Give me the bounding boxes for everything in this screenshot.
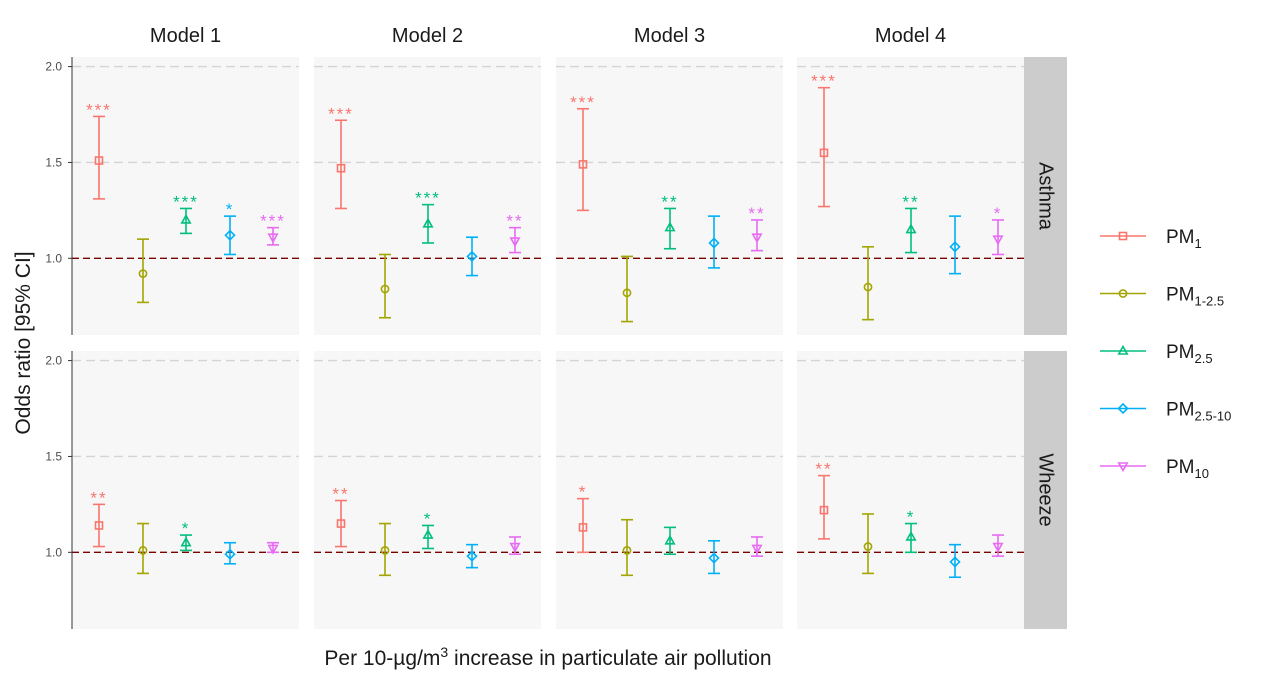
data-point xyxy=(267,544,279,555)
data-point xyxy=(708,237,720,249)
y-axis-title: Odds ratio [95% CI] xyxy=(12,251,35,434)
facet-strip-asthma xyxy=(1024,57,1067,335)
data-point xyxy=(509,542,521,553)
data-point xyxy=(819,505,829,515)
data-point xyxy=(751,233,763,244)
y-tick-label: 1.0 xyxy=(45,251,62,265)
significance-label: *** xyxy=(570,93,596,112)
legend-label: PM2.5 xyxy=(1166,342,1213,366)
facet-label-asthma: Asthma xyxy=(1035,162,1057,231)
data-point xyxy=(380,284,390,294)
column-header: Model 1 xyxy=(150,25,221,47)
data-point xyxy=(992,542,1004,553)
data-point xyxy=(180,536,192,547)
panel-background xyxy=(72,57,299,335)
legend-label: PM1-2.5 xyxy=(1166,285,1224,309)
data-point xyxy=(622,288,632,298)
legend-label: PM10 xyxy=(1166,457,1209,481)
significance-label: * xyxy=(579,483,588,502)
panel-background xyxy=(556,351,783,629)
data-point xyxy=(863,282,873,292)
y-tick-label: 2.0 xyxy=(45,60,62,74)
data-point xyxy=(224,548,236,560)
data-point xyxy=(138,545,148,555)
y-tick-label: 2.0 xyxy=(45,354,62,368)
legend-key-marker xyxy=(1118,231,1128,241)
significance-label: *** xyxy=(86,100,112,119)
data-point xyxy=(863,542,873,551)
y-tick-label: 1.5 xyxy=(45,155,62,169)
data-point xyxy=(267,233,279,244)
data-point xyxy=(949,241,961,253)
significance-label: * xyxy=(182,519,191,538)
y-tick-label: 1.0 xyxy=(45,545,62,559)
y-tick-label: 1.5 xyxy=(45,449,62,463)
legend-key-marker xyxy=(1118,289,1128,298)
significance-label: * xyxy=(226,200,235,219)
legend-key-marker xyxy=(1117,462,1129,473)
data-point xyxy=(949,556,961,568)
data-point xyxy=(578,160,588,169)
significance-label: *** xyxy=(260,212,286,231)
significance-label: *** xyxy=(415,189,441,208)
data-point xyxy=(180,213,192,224)
significance-label: * xyxy=(424,509,433,528)
panel-background xyxy=(314,351,541,629)
significance-label: ** xyxy=(748,204,765,223)
significance-label: * xyxy=(907,508,916,527)
facet-label-wheeze: Wheeze xyxy=(1035,453,1057,526)
panel-background xyxy=(797,351,1024,629)
significance-label: ** xyxy=(902,192,919,211)
data-point xyxy=(336,163,346,173)
data-point xyxy=(466,250,478,263)
x-axis-title: Per 10-µg/m3 increase in particulate air… xyxy=(324,644,771,670)
legend-label: PM1 xyxy=(1166,227,1202,251)
panel-background xyxy=(314,57,541,335)
data-point xyxy=(94,521,104,530)
column-header: Model 4 xyxy=(875,25,946,47)
data-point xyxy=(708,552,720,564)
significance-label: *** xyxy=(173,192,199,211)
data-point xyxy=(94,156,104,165)
data-point xyxy=(224,229,236,241)
data-point xyxy=(905,530,917,541)
significance-label: ** xyxy=(506,212,523,231)
data-point xyxy=(819,148,829,158)
significance-label: * xyxy=(994,204,1003,223)
data-point xyxy=(905,223,917,234)
column-header: Model 3 xyxy=(634,25,705,47)
data-point xyxy=(380,545,390,555)
data-point xyxy=(466,550,478,562)
legend-key-marker xyxy=(1117,344,1129,355)
legend-label: PM2.5-10 xyxy=(1166,400,1231,424)
data-point xyxy=(509,237,521,248)
data-point xyxy=(622,545,632,555)
data-point xyxy=(751,544,763,555)
data-point xyxy=(664,534,676,545)
significance-label: ** xyxy=(661,192,678,211)
data-point xyxy=(422,528,434,539)
data-point xyxy=(578,523,588,532)
data-point xyxy=(664,221,676,232)
significance-label: ** xyxy=(815,460,832,479)
significance-label: ** xyxy=(90,488,107,507)
significance-label: *** xyxy=(328,104,354,123)
column-header: Model 2 xyxy=(392,25,463,47)
legend-key-marker xyxy=(1117,402,1129,415)
significance-label: *** xyxy=(811,72,837,91)
significance-label: ** xyxy=(332,485,349,504)
data-point xyxy=(422,217,434,228)
panel-background xyxy=(797,57,1024,335)
data-point xyxy=(138,269,148,279)
data-point xyxy=(992,235,1004,246)
data-point xyxy=(336,519,346,528)
panel-background xyxy=(556,57,783,335)
panel-background xyxy=(72,351,299,629)
facet-strip-wheeze xyxy=(1024,351,1067,629)
